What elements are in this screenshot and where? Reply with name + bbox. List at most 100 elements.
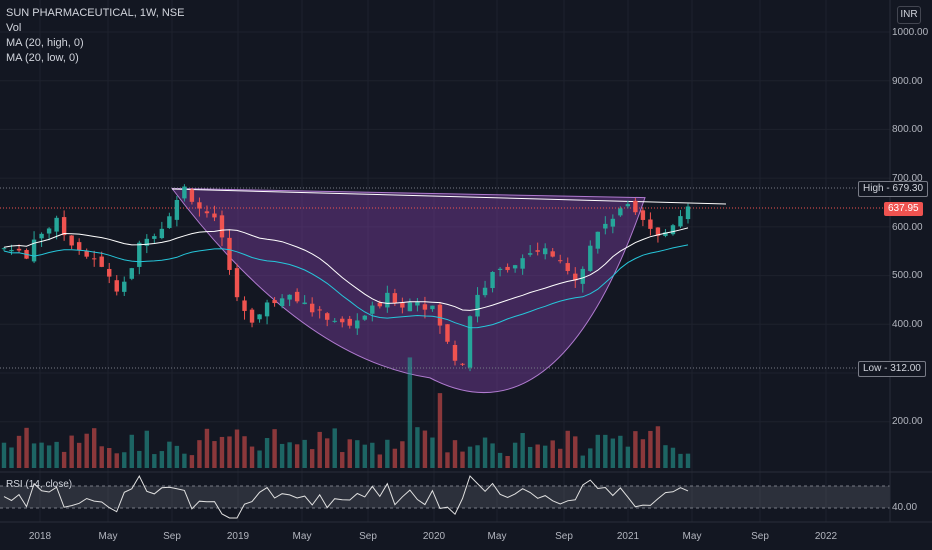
- legend-ma-high[interactable]: MA (20, high, 0): [6, 37, 84, 49]
- candle-body: [618, 208, 623, 216]
- volume-bar: [99, 446, 104, 468]
- candle-body: [415, 301, 420, 306]
- symbol-title[interactable]: SUN PHARMACEUTICAL, 1W, NSE: [6, 7, 185, 19]
- volume-bar: [648, 430, 653, 468]
- price-tick: 200.00: [892, 416, 923, 427]
- volume-bar: [565, 430, 570, 468]
- volume-bar: [325, 438, 330, 468]
- volume-bar: [580, 455, 585, 468]
- time-tick: Sep: [751, 531, 769, 542]
- candle-body: [385, 292, 390, 308]
- candle-body: [640, 210, 646, 220]
- time-tick: Sep: [163, 531, 181, 542]
- volume-bar: [114, 453, 119, 468]
- volume-bar: [490, 443, 495, 468]
- currency-button[interactable]: INR: [897, 6, 921, 24]
- candle-body: [249, 309, 255, 323]
- price-tick: 700.00: [892, 173, 923, 184]
- volume-bar: [152, 454, 157, 468]
- candle-body: [1, 248, 7, 250]
- candle-body: [685, 206, 691, 220]
- volume-bar: [9, 447, 14, 468]
- legend-ma-low[interactable]: MA (20, low, 0): [6, 52, 79, 64]
- candle-body: [114, 280, 119, 292]
- volume-bar: [460, 451, 465, 468]
- candle-body: [512, 265, 518, 269]
- legend-vol[interactable]: Vol: [6, 22, 22, 34]
- candle-body: [603, 223, 608, 229]
- volume-bar: [422, 430, 428, 468]
- price-tick: 1000.00: [892, 27, 929, 38]
- candle-body: [122, 281, 127, 292]
- candle-body: [332, 320, 337, 322]
- candle-body: [69, 235, 74, 246]
- volume-bar: [272, 429, 277, 468]
- volume-bar: [204, 428, 210, 468]
- low-label: Low - 312.00: [858, 361, 926, 377]
- volume-bar: [219, 436, 225, 468]
- candle-body: [588, 245, 593, 271]
- volume-bar: [129, 434, 134, 468]
- volume-bar: [610, 438, 616, 468]
- time-tick: Sep: [555, 531, 573, 542]
- time-tick: May: [292, 531, 312, 542]
- rsi-legend[interactable]: RSI (14, close): [6, 479, 73, 490]
- candle-body: [355, 320, 360, 329]
- volume-bar: [189, 455, 195, 468]
- candle-body: [392, 293, 398, 304]
- candle-body: [482, 287, 488, 296]
- candle-body: [91, 258, 97, 260]
- candle-body: [309, 303, 315, 313]
- last-price-label: 637.95: [884, 202, 923, 216]
- volume-bar: [415, 427, 420, 468]
- candle-body: [167, 216, 172, 228]
- volume-bar: [505, 455, 510, 468]
- volume-bar: [618, 435, 623, 468]
- time-tick: May: [98, 531, 118, 542]
- volume-bar: [467, 446, 473, 468]
- high-label: High - 679.30: [858, 181, 929, 197]
- candle-body: [31, 239, 37, 262]
- volume-bar: [347, 439, 352, 468]
- time-tick: Sep: [359, 531, 377, 542]
- volume-bar: [1, 442, 7, 468]
- candle-body: [197, 202, 202, 209]
- candle-body: [595, 231, 601, 249]
- candle-body: [152, 236, 157, 239]
- volume-bar: [550, 440, 555, 468]
- candle-body: [99, 256, 104, 267]
- candle-body: [497, 268, 503, 270]
- candle-body: [61, 217, 67, 236]
- candle-body: [219, 215, 225, 238]
- candle-body: [527, 253, 533, 255]
- volume-bar: [445, 452, 450, 468]
- candle-body: [648, 219, 653, 229]
- candles[interactable]: [1, 184, 691, 372]
- time-tick: 2018: [28, 531, 52, 542]
- candle-body: [625, 204, 631, 207]
- candle-body: [460, 363, 465, 365]
- candle-body: [610, 218, 616, 227]
- candle-body: [272, 300, 277, 304]
- candle-body: [655, 227, 661, 236]
- cup-pattern-drawing[interactable]: [170, 187, 646, 393]
- time-tick: 2020: [422, 531, 446, 542]
- candle-body: [204, 211, 210, 214]
- candle-body: [670, 225, 676, 235]
- volume-bar: [370, 442, 375, 468]
- volume-bar: [377, 454, 383, 468]
- candle-body: [422, 304, 428, 310]
- volume-bar: [317, 431, 322, 468]
- time-tick: 2022: [814, 531, 838, 542]
- candle-body: [407, 302, 413, 312]
- candle-body: [264, 302, 270, 317]
- volume-bar: [159, 451, 165, 468]
- volume-bar: [678, 453, 683, 468]
- candle-body: [445, 324, 450, 342]
- candle-body: [129, 268, 134, 279]
- volume-bar: [174, 445, 180, 468]
- volume-bar: [294, 444, 300, 468]
- volume-bar: [663, 445, 668, 468]
- volume-bar: [234, 429, 240, 468]
